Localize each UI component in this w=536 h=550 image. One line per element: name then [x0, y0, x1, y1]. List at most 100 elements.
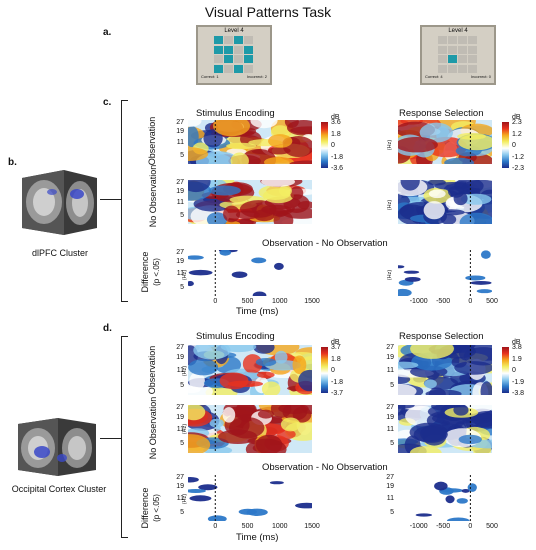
screen-incorrect: Incorrect: 2 — [246, 74, 267, 79]
y-tick-label: 27 — [176, 118, 184, 126]
grid-cell — [448, 36, 457, 44]
colorbar-tick: -1.8 — [331, 153, 344, 161]
connector-line — [100, 199, 121, 200]
y-tick-label: 27 — [176, 403, 184, 411]
heatmap-image — [398, 475, 492, 521]
heatmap-image — [398, 405, 492, 453]
y-tick-label: 19 — [386, 413, 394, 421]
x-tick-label: 1500 — [304, 523, 320, 530]
grid-cell — [458, 36, 467, 44]
section-bracket-c — [121, 100, 128, 302]
x-axis-label: Time (ms) — [236, 306, 279, 317]
y-tick-label: 19 — [176, 258, 184, 266]
heatmap-no-observation-response — [398, 405, 492, 453]
heatmap-image — [188, 180, 312, 224]
colorbar-tick: 1.9 — [512, 355, 522, 363]
y-tick-label: 11 — [176, 199, 184, 206]
grid-cell — [214, 55, 223, 63]
colorbar-stimulus: dB 3.7 1.8 0 -1.8 -3.7 — [321, 339, 351, 397]
y-tick-label: 11 — [176, 367, 184, 374]
x-tick-label: -500 — [436, 298, 451, 305]
heatmap-image — [188, 120, 312, 164]
x-tick-label: -1000 — [409, 298, 428, 305]
heatmap-image — [398, 250, 492, 296]
y-tick-label: 11 — [176, 139, 184, 146]
y-tick-label: 27 — [176, 344, 184, 351]
heatmap-image — [398, 180, 492, 224]
grid-cell — [244, 64, 253, 73]
difference-title: Observation - No Observation — [262, 462, 388, 473]
panel-label-d: d. — [103, 323, 112, 334]
y-tick-label: 27 — [176, 178, 184, 186]
row-label-difference: Difference — [140, 487, 150, 529]
panel-label-c: c. — [103, 97, 112, 108]
screen-incorrect: Incorrect: 0 — [470, 74, 491, 79]
heatmap-observation-stimulus — [188, 345, 312, 395]
colorbar-gradient — [321, 122, 328, 168]
column-title-stimulus: Stimulus Encoding — [196, 331, 275, 342]
grid-cell — [244, 36, 253, 44]
colorbar-tick: 0 — [512, 142, 516, 149]
y-tick-label: 19 — [386, 354, 394, 361]
heatmap-difference-stimulus — [188, 250, 312, 296]
x-tick-label: 1000 — [271, 523, 288, 530]
grid-cell — [458, 64, 467, 73]
y-tick-label: 5 — [180, 212, 184, 220]
x-tick-label: 0 — [468, 523, 473, 530]
heatmap-image — [188, 405, 312, 453]
y-tick-label: 5 — [180, 440, 184, 448]
heatmap-difference-response — [398, 475, 492, 521]
grid-cell — [214, 36, 223, 44]
colorbar-tick: -3.8 — [512, 390, 525, 397]
colorbar-tick: 2.3 — [512, 119, 522, 126]
grid-cell — [234, 55, 243, 63]
heatmap-no-observation-response — [398, 180, 492, 224]
heatmap-image — [398, 120, 492, 164]
heatmap-difference-response — [398, 250, 492, 296]
row-label-no-observation: No Observation — [148, 164, 158, 228]
y-tick-label: 19 — [176, 187, 184, 195]
colorbar-tick: -3.6 — [331, 165, 344, 172]
brain-image-occipital — [18, 418, 96, 476]
x-tick-label: 1000 — [271, 298, 288, 305]
hz-label: (Hz) — [387, 199, 394, 211]
hz-label: (Hz) — [182, 365, 189, 377]
colorbar-tick: -1.8 — [331, 378, 344, 386]
hz-label: (Hz) — [182, 269, 189, 281]
colorbar-unit: dB — [512, 339, 521, 346]
x-tick-label: 1500 — [304, 298, 320, 305]
grid-cell — [224, 64, 233, 73]
colorbar-tick: 3.8 — [512, 344, 522, 351]
heatmap-image — [188, 250, 312, 296]
grid-cell — [468, 64, 477, 73]
grid-cell — [224, 55, 233, 63]
cluster-label-occipital: Occipital Cortex Cluster — [11, 484, 107, 494]
grid-cell — [468, 55, 477, 63]
connector-line — [100, 438, 121, 439]
task-screen-right: Level 4 Correct: 4 Incorrect: 0 — [420, 25, 496, 85]
panel-label-a: a. — [103, 27, 112, 38]
colorbar-tick: 1.8 — [331, 130, 341, 138]
screen-correct: Correct: 1 — [201, 74, 219, 79]
grid-cell — [244, 55, 253, 63]
y-tick-label: 5 — [390, 382, 394, 389]
heatmap-observation-response — [398, 120, 492, 164]
grid-cell — [468, 36, 477, 44]
colorbar-unit: dB — [512, 114, 521, 121]
y-tick-label: 11 — [176, 270, 184, 277]
heatmap-observation-stimulus — [188, 120, 312, 164]
heatmap-image — [188, 475, 312, 521]
grid-cell — [234, 64, 243, 73]
panel-label-b: b. — [8, 157, 17, 168]
y-tick-label: 5 — [180, 152, 184, 160]
colorbar-stimulus: dB 3.6 1.8 0 -1.8 -3.6 — [321, 114, 351, 172]
y-tick-label: 5 — [390, 508, 394, 516]
y-tick-label: 19 — [176, 483, 184, 491]
heatmap-image — [188, 345, 312, 395]
colorbar-tick: -1.9 — [512, 378, 525, 386]
x-tick-label: 500 — [241, 523, 254, 530]
colorbar-tick: -2.3 — [512, 165, 525, 172]
heatmap-difference-stimulus — [188, 475, 312, 521]
y-tick-label: 11 — [386, 426, 394, 433]
x-axis-label: Time (ms) — [236, 532, 279, 543]
